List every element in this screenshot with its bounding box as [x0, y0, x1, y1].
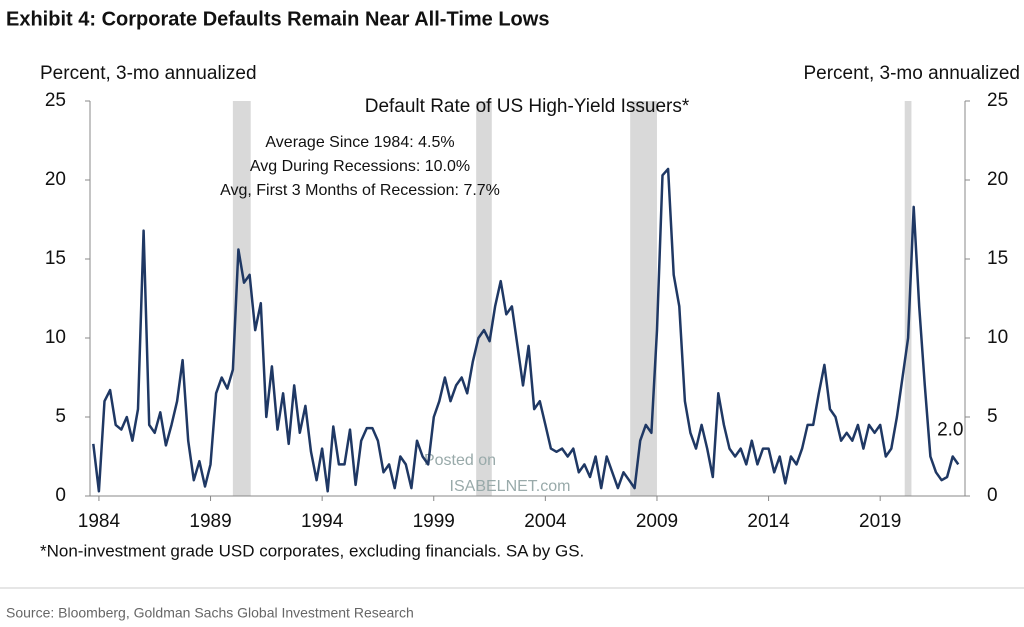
- y2-tick-label: 15: [987, 248, 1008, 269]
- annotation: Average Since 1984: 4.5%: [265, 134, 454, 151]
- x-tick-label: 2009: [636, 511, 678, 532]
- y-tick-label: 0: [55, 485, 66, 506]
- recession-band: [232, 101, 251, 496]
- x-tick-label: 1984: [78, 511, 121, 532]
- x-tick-label: 1994: [301, 511, 344, 532]
- y-tick-label: 5: [55, 406, 66, 427]
- annotation: Avg During Recessions: 10.0%: [250, 158, 470, 175]
- y-tick-label: 15: [45, 248, 66, 269]
- footnote: *Non-investment grade USD corporates, ex…: [40, 541, 584, 560]
- recession-band: [904, 101, 912, 496]
- x-tick-label: 2019: [859, 511, 901, 532]
- y-tick-label: 25: [45, 90, 66, 111]
- x-tick-label: 2004: [524, 511, 567, 532]
- y2-tick-label: 20: [987, 169, 1008, 190]
- y2-tick-label: 10: [987, 327, 1008, 348]
- y2-tick-label: 0: [987, 485, 998, 506]
- y2-axis-label: Percent, 3-mo annualized: [803, 63, 1020, 84]
- x-tick-label: 2014: [747, 511, 790, 532]
- annotation: Avg, First 3 Months of Recession: 7.7%: [220, 182, 500, 199]
- chart-subtitle: Default Rate of US High-Yield Issuers*: [365, 96, 690, 117]
- recession-band: [630, 101, 657, 496]
- x-tick-label: 1989: [189, 511, 231, 532]
- data-line: [92, 167, 960, 493]
- y2-tick-label: 5: [987, 406, 998, 427]
- source: Source: Bloomberg, Goldman Sachs Global …: [6, 605, 414, 621]
- watermark: Posted on: [424, 452, 496, 469]
- x-tick-label: 1999: [413, 511, 455, 532]
- y-axis-label: Percent, 3-mo annualized: [40, 63, 257, 84]
- recession-band: [476, 101, 492, 496]
- watermark: ISABELNET.com: [450, 478, 571, 495]
- end-label: 2.0: [937, 419, 963, 440]
- y2-tick-label: 25: [987, 90, 1008, 111]
- y-tick-label: 10: [45, 327, 66, 348]
- y-tick-label: 20: [45, 169, 66, 190]
- chart-title: Exhibit 4: Corporate Defaults Remain Nea…: [6, 8, 549, 30]
